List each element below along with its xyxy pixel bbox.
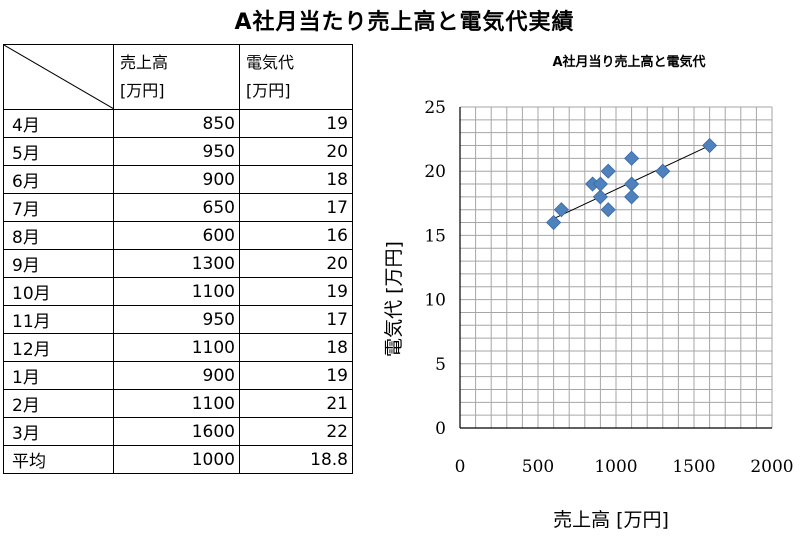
- data-point-diamond: [553, 202, 569, 218]
- month-cell: 12月: [3, 333, 114, 362]
- table-row: 8月 600 16: [3, 221, 353, 250]
- y-tick-label: 20: [424, 162, 446, 182]
- y-tick-label: 0: [435, 419, 446, 439]
- y-tick-label: 10: [424, 291, 446, 311]
- month-cell: 11月: [3, 305, 114, 334]
- table-row: 12月 1100 18: [3, 333, 353, 362]
- electricity-cell: 18: [239, 333, 353, 362]
- month-cell: 2月: [3, 389, 114, 418]
- table-row: 4月 850 19: [3, 109, 353, 138]
- average-sales-cell: 1000: [113, 445, 240, 474]
- data-point-diamond: [592, 176, 608, 192]
- sales-cell: 1300: [113, 249, 240, 278]
- chart-points: [546, 137, 718, 231]
- data-point-diamond: [592, 189, 608, 205]
- x-axis-title: 売上高 [万円]: [553, 509, 669, 531]
- month-cell: 9月: [3, 249, 114, 278]
- data-point-diamond: [624, 150, 640, 166]
- sales-cell: 850: [113, 109, 240, 138]
- average-row: 平均 1000 18.8: [3, 445, 353, 474]
- electricity-cell: 18: [239, 165, 353, 194]
- sales-cell: 1100: [113, 333, 240, 362]
- month-cell: 8月: [3, 221, 114, 250]
- sales-cell: 900: [113, 361, 240, 390]
- chart-axes: [459, 107, 772, 429]
- table-row: 1月 900 19: [3, 361, 353, 390]
- electricity-header-unit: [万円]: [246, 81, 291, 100]
- x-tick-label: 1000: [594, 457, 637, 477]
- data-point-diamond: [546, 214, 562, 231]
- table-row: 2月 1100 21: [3, 389, 353, 418]
- table-header-row: 売上高 [万円] 電気代 [万円]: [3, 44, 353, 110]
- sales-cell: 1100: [113, 277, 240, 306]
- chart-tick-labels: 0 5 10 15 20 25 0 500 1000 1500 2000: [424, 98, 793, 477]
- data-point-diamond: [624, 176, 640, 192]
- data-point-diamond: [702, 137, 718, 154]
- x-tick-label: 0: [455, 457, 466, 477]
- data-point-diamond: [655, 163, 671, 179]
- month-cell: 7月: [3, 193, 114, 222]
- electricity-cell: 20: [239, 137, 353, 166]
- month-cell: 3月: [3, 417, 114, 446]
- sales-column-header: 売上高 [万円]: [113, 44, 240, 110]
- sales-cell: 1100: [113, 389, 240, 418]
- x-tick-label: 1500: [672, 457, 715, 477]
- month-cell: 6月: [3, 165, 114, 194]
- electricity-cell: 20: [239, 249, 353, 278]
- electricity-cell: 16: [239, 221, 353, 250]
- electricity-header-name: 電気代: [246, 53, 295, 72]
- electricity-cell: 19: [239, 277, 353, 306]
- data-point-diamond: [600, 202, 616, 218]
- electricity-cell: 17: [239, 305, 353, 334]
- y-axis-title: 電気代 [万円]: [383, 241, 405, 357]
- month-cell: 5月: [3, 137, 114, 166]
- sales-cell: 600: [113, 221, 240, 250]
- data-table: 売上高 [万円] 電気代 [万円] 4月 850 19 5月 950 20 6月 900 18 7…: [3, 44, 353, 474]
- page-title: A社月当たり売上高と電気代実績: [234, 10, 575, 35]
- y-tick-label: 5: [435, 355, 446, 375]
- data-point-diamond: [600, 163, 616, 179]
- diagonal-corner-cell: [3, 44, 114, 110]
- electricity-cell: 21: [239, 389, 353, 418]
- average-electricity-cell: 18.8: [239, 445, 353, 474]
- average-label-cell: 平均: [3, 445, 114, 474]
- corner-diagonal-line: [4, 45, 114, 109]
- electricity-cell: 19: [239, 109, 353, 138]
- sales-cell: 650: [113, 193, 240, 222]
- sales-cell: 1600: [113, 417, 240, 446]
- x-tick-label: 500: [522, 457, 554, 477]
- data-point-diamond: [624, 189, 640, 205]
- month-cell: 1月: [3, 361, 114, 390]
- table-body: 4月 850 19 5月 950 20 6月 900 18 7月 650 17 8月 600 16 9月 130…: [3, 109, 353, 474]
- table-row: 11月 950 17: [3, 305, 353, 334]
- table-row: 10月 1100 19: [3, 277, 353, 306]
- table-row: 5月 950 20: [3, 137, 353, 166]
- sales-cell: 950: [113, 137, 240, 166]
- sales-cell: 950: [113, 305, 240, 334]
- electricity-column-header: 電気代 [万円]: [239, 44, 353, 110]
- electricity-cell: 17: [239, 193, 353, 222]
- sales-header-name: 売上高: [120, 53, 169, 72]
- table-row: 3月 1600 22: [3, 417, 353, 446]
- table-row: 6月 900 18: [3, 165, 353, 194]
- x-tick-label: 2000: [750, 457, 793, 477]
- electricity-cell: 22: [239, 417, 353, 446]
- table-row: 9月 1300 20: [3, 249, 353, 278]
- month-cell: 10月: [3, 277, 114, 306]
- electricity-cell: 19: [239, 361, 353, 390]
- table-row: 7月 650 17: [3, 193, 353, 222]
- y-tick-label: 15: [424, 226, 446, 246]
- sales-cell: 900: [113, 165, 240, 194]
- chart-grid: [459, 106, 773, 429]
- chart-title: A社月当り売上高と電気代: [552, 54, 705, 70]
- y-tick-label: 25: [424, 98, 446, 118]
- month-cell: 4月: [3, 109, 114, 138]
- sales-header-unit: [万円]: [120, 81, 165, 100]
